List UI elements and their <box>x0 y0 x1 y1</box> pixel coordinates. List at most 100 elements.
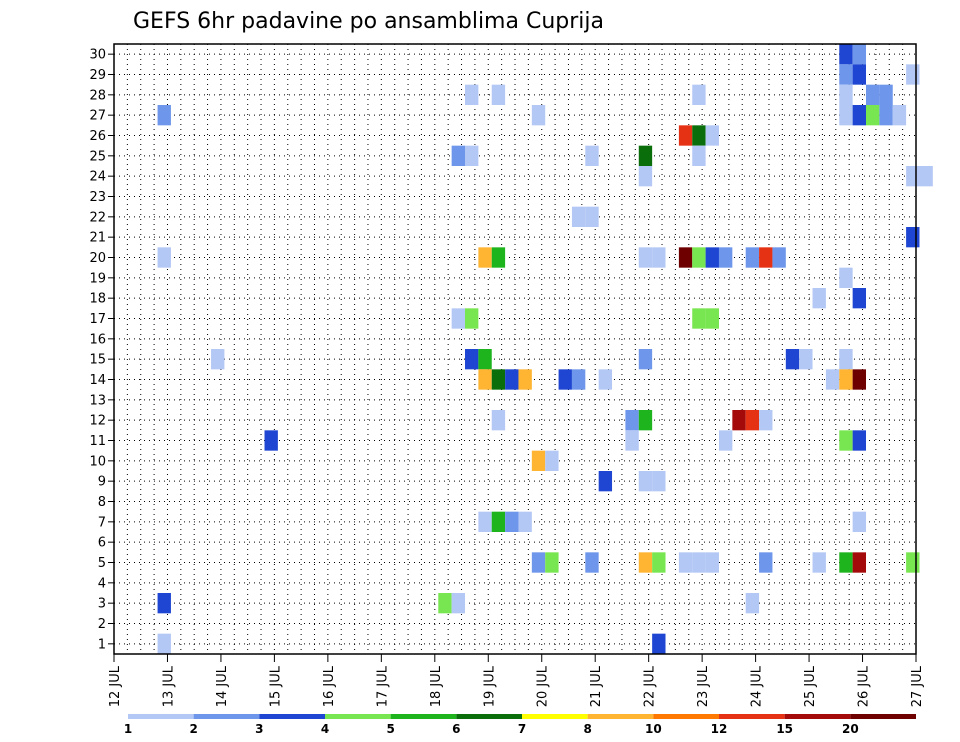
x-tick-label: 17 JUL <box>375 665 390 707</box>
heatmap-cell <box>157 105 171 126</box>
heatmap-cell <box>825 369 840 390</box>
heatmap-cell <box>692 145 706 166</box>
heatmap-cell <box>505 369 519 390</box>
y-tick-label: 19 <box>89 271 106 286</box>
heatmap-cell <box>705 125 719 146</box>
heatmap-cell <box>478 511 492 532</box>
legend-label: 4 <box>321 722 329 736</box>
heatmap-cell <box>692 125 706 146</box>
y-tick-label: 2 <box>98 617 106 632</box>
heatmap-cell <box>531 450 546 471</box>
y-axis: 1234567891011121314151617181920212223242… <box>89 48 114 652</box>
x-tick-label: 15 JUL <box>268 665 283 707</box>
legend-swatch <box>784 714 851 719</box>
y-tick-label: 10 <box>89 454 106 469</box>
heatmap-cell <box>451 308 466 329</box>
heatmap-cell <box>638 410 653 431</box>
heatmap-cell <box>852 44 867 65</box>
color-legend: 1 2 3 4 5 6 7 8 10 12 15 20 <box>124 714 916 736</box>
heatmap-cell <box>745 410 760 431</box>
heatmap-cell <box>465 84 479 105</box>
y-tick-label: 7 <box>98 515 106 530</box>
heatmap-cell <box>505 511 519 532</box>
y-tick-label: 9 <box>98 475 106 490</box>
heatmap-cell <box>812 288 826 309</box>
heatmap-cell <box>451 593 466 614</box>
y-tick-label: 28 <box>89 88 106 103</box>
legend-swatch <box>390 714 457 719</box>
heatmap-cell <box>518 511 532 532</box>
heatmap-cell <box>879 84 893 105</box>
legend-swatch <box>325 714 391 719</box>
heatmap-cell <box>839 64 853 85</box>
y-tick-label: 12 <box>89 414 106 429</box>
y-tick-label: 11 <box>89 434 106 449</box>
legend-swatch <box>193 714 260 719</box>
heatmap-cell <box>852 430 867 451</box>
heatmap-cell <box>652 633 666 654</box>
heatmap-cell <box>585 206 599 227</box>
x-tick-label: 27 JUL <box>910 665 925 707</box>
y-tick-label: 1 <box>98 637 106 652</box>
heatmap-cell <box>705 247 719 268</box>
y-tick-label: 4 <box>98 576 106 591</box>
heatmap-cell <box>718 430 733 451</box>
heatmap-cell <box>585 552 599 573</box>
heatmap-cell <box>678 247 693 268</box>
heatmap-cell <box>852 64 867 85</box>
heatmap-cell <box>839 105 853 126</box>
heatmap-cell <box>531 552 546 573</box>
heatmap-cell <box>678 552 693 573</box>
x-tick-label: 20 JUL <box>536 665 551 707</box>
x-tick-label: 25 JUL <box>803 665 818 707</box>
heatmap-cell <box>799 349 813 370</box>
heatmap-cell <box>157 633 171 654</box>
heatmap-cell <box>906 166 920 187</box>
heatmap-cell <box>772 247 786 268</box>
y-tick-label: 17 <box>89 312 106 327</box>
heatmap-cell <box>906 552 920 573</box>
heatmap-cell <box>491 84 506 105</box>
y-tick-label: 8 <box>98 495 106 510</box>
heatmap-cell <box>919 166 933 187</box>
heatmap-cell <box>491 511 506 532</box>
heatmap-cell <box>852 288 867 309</box>
heatmap-cell <box>478 349 492 370</box>
x-tick-label: 13 JUL <box>161 665 176 707</box>
legend-label: 6 <box>452 722 460 736</box>
heatmap-cell <box>571 206 586 227</box>
legend-label: 12 <box>711 722 728 736</box>
y-tick-label: 21 <box>89 231 106 246</box>
legend-label: 8 <box>583 722 591 736</box>
y-tick-label: 25 <box>89 149 106 164</box>
heatmap-cell <box>157 593 171 614</box>
heatmap-cell <box>638 166 653 187</box>
heatmap-cell <box>732 410 746 431</box>
legend-label: 2 <box>189 722 197 736</box>
heatmap-cell <box>638 349 653 370</box>
y-tick-label: 22 <box>89 210 106 225</box>
plot-frame <box>113 43 917 655</box>
heatmap-cell <box>491 369 506 390</box>
grid <box>114 44 916 654</box>
heatmap-cell <box>692 247 706 268</box>
legend-swatch <box>522 714 588 719</box>
heatmap-cell <box>438 593 452 614</box>
heatmap-cell <box>852 369 867 390</box>
heatmap-cell <box>157 247 171 268</box>
heatmap-cell <box>785 349 800 370</box>
heatmap-cell <box>705 308 719 329</box>
heatmap-cell <box>652 247 666 268</box>
x-tick-label: 24 JUL <box>750 665 765 707</box>
heatmap-cell <box>692 552 706 573</box>
heatmap-cell <box>839 84 853 105</box>
y-tick-label: 3 <box>98 597 106 612</box>
y-tick-label: 26 <box>89 129 106 144</box>
heatmap-cell <box>585 145 599 166</box>
heatmap-cell <box>211 349 225 370</box>
x-axis: 12 JUL 13 JUL 14 JUL 15 JUL 16 JUL 17 JUL 18 J… <box>108 654 925 707</box>
legend-label: 1 <box>124 722 132 736</box>
legend-label: 15 <box>776 722 793 736</box>
legend-swatch <box>456 714 522 719</box>
heatmap-cells <box>157 44 933 654</box>
